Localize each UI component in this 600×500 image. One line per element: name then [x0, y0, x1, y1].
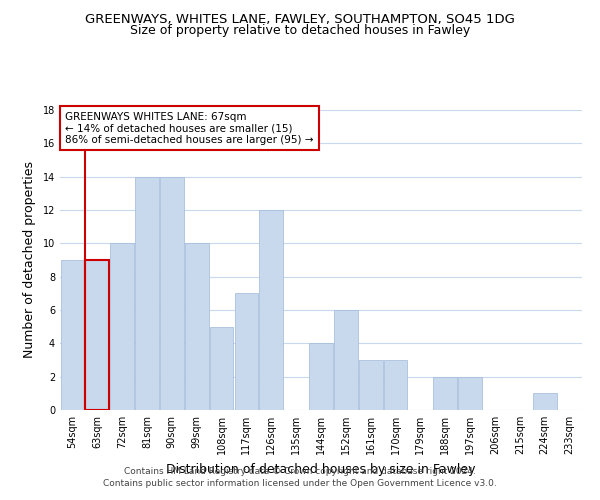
- Bar: [235, 294, 258, 410]
- Bar: [210, 326, 233, 410]
- Bar: [85, 260, 109, 410]
- Bar: [309, 344, 333, 410]
- Text: Size of property relative to detached houses in Fawley: Size of property relative to detached ho…: [130, 24, 470, 37]
- Bar: [384, 360, 407, 410]
- Bar: [110, 244, 134, 410]
- Bar: [433, 376, 457, 410]
- Text: GREENWAYS WHITES LANE: 67sqm
← 14% of detached houses are smaller (15)
86% of se: GREENWAYS WHITES LANE: 67sqm ← 14% of de…: [65, 112, 314, 144]
- Bar: [135, 176, 159, 410]
- Text: GREENWAYS, WHITES LANE, FAWLEY, SOUTHAMPTON, SO45 1DG: GREENWAYS, WHITES LANE, FAWLEY, SOUTHAMP…: [85, 12, 515, 26]
- Bar: [185, 244, 209, 410]
- Y-axis label: Number of detached properties: Number of detached properties: [23, 162, 36, 358]
- Bar: [334, 310, 358, 410]
- Bar: [458, 376, 482, 410]
- Bar: [61, 260, 84, 410]
- Bar: [160, 176, 184, 410]
- Bar: [259, 210, 283, 410]
- Bar: [533, 394, 557, 410]
- Bar: [359, 360, 383, 410]
- X-axis label: Distribution of detached houses by size in Fawley: Distribution of detached houses by size …: [166, 462, 476, 475]
- Text: Contains HM Land Registry data © Crown copyright and database right 2024.
Contai: Contains HM Land Registry data © Crown c…: [103, 466, 497, 487]
